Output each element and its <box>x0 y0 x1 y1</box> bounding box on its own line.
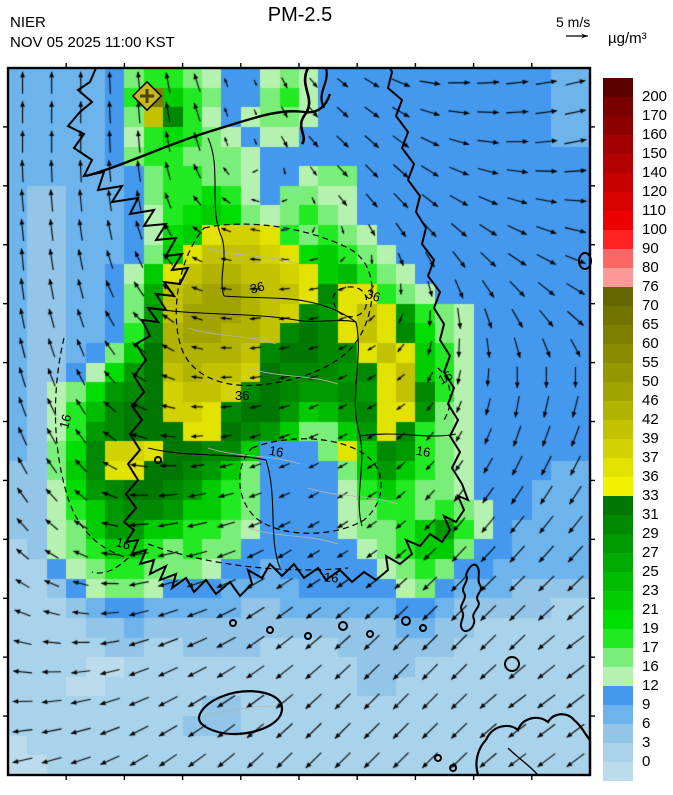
colorbar-segment <box>603 515 633 534</box>
colorbar-tick-label: 3 <box>642 734 651 751</box>
colorbar-segment <box>603 705 633 724</box>
colorbar-segment <box>603 78 633 97</box>
colorbar: 200 170 160 150 140 120 110 100 90 80 76 70 65 60 55 50… <box>603 78 667 781</box>
colorbar-segment <box>603 553 633 572</box>
colorbar-tick-label: 17 <box>642 639 659 656</box>
colorbar-segment <box>603 306 633 325</box>
colorbar-segment <box>603 439 633 458</box>
colorbar-segment <box>603 268 633 287</box>
colorbar-segment <box>603 116 633 135</box>
colorbar-segment <box>603 192 633 211</box>
colorbar-tick-label: 46 <box>642 392 659 409</box>
colorbar-segment <box>603 743 633 762</box>
province-boundaries <box>147 137 457 569</box>
colorbar-segment <box>603 230 633 249</box>
colorbar-tick-label: 19 <box>642 620 659 637</box>
colorbar-segment <box>603 572 633 591</box>
colorbar-tick-label: 160 <box>642 126 668 143</box>
colorbar-tick-label: 16 <box>642 658 659 675</box>
colorbar-tick-label: 0 <box>642 753 651 770</box>
colorbar-tick-label: 70 <box>642 297 659 314</box>
colorbar-segment <box>603 534 633 553</box>
colorbar-segment <box>603 211 633 230</box>
colorbar-segment <box>603 363 633 382</box>
colorbar-segment <box>603 287 633 306</box>
agency-label: NIER <box>10 14 46 31</box>
colorbar-segment <box>603 496 633 515</box>
colorbar-segment <box>603 724 633 743</box>
colorbar-segment <box>603 648 633 667</box>
colorbar-tick-label: 150 <box>642 145 668 162</box>
colorbar-segment <box>603 401 633 420</box>
colorbar-tick-label: 200 <box>642 88 668 105</box>
colorbar-tick-label: 50 <box>642 373 659 390</box>
colorbar-tick-label: 29 <box>642 525 659 542</box>
colorbar-segment <box>603 477 633 496</box>
colorbar-segment <box>603 97 633 116</box>
colorbar-segment <box>603 420 633 439</box>
colorbar-segment <box>603 610 633 629</box>
colorbar-tick-label: 110 <box>642 202 666 219</box>
colorbar-tick-label: 33 <box>642 487 659 504</box>
dashed-contours <box>54 223 451 574</box>
colorbar-tick-label: 37 <box>642 449 659 466</box>
colorbar-segment <box>603 173 633 192</box>
colorbar-tick-label: 55 <box>642 354 659 371</box>
colorbar-segment <box>603 762 633 781</box>
coastline-overlay <box>3 63 595 780</box>
colorbar-tick-label: 31 <box>642 506 659 523</box>
colorbar-tick-label: 80 <box>642 259 659 276</box>
colorbar-tick-label: 6 <box>642 715 651 732</box>
colorbar-segment <box>603 249 633 268</box>
timestamp-label: NOV 05 2025 11:00 KST <box>10 34 175 51</box>
colorbar-segment <box>603 382 633 401</box>
coastline-paths <box>66 67 592 776</box>
colorbar-tick-label: 90 <box>642 240 659 257</box>
colorbar-tick-label: 100 <box>642 221 668 238</box>
colorbar-segment <box>603 135 633 154</box>
colorbar-segment <box>603 591 633 610</box>
colorbar-tick-label: 36 <box>642 468 659 485</box>
colorbar-segment <box>603 344 633 363</box>
colorbar-tick-label: 25 <box>642 563 659 580</box>
colorbar-segment <box>603 686 633 705</box>
colorbar-segment <box>603 458 633 477</box>
wind-scale-arrow-icon <box>566 33 588 39</box>
contour-value-label: 16 <box>414 442 432 461</box>
colorbar-tick-label: 170 <box>642 107 668 124</box>
colorbar-tick-label: 9 <box>642 696 651 713</box>
colorbar-tick-label: 12 <box>642 677 659 694</box>
colorbar-tick-label: 65 <box>642 316 659 333</box>
contour-value-label: 16 <box>323 569 340 586</box>
colorbar-segment <box>603 154 633 173</box>
colorbar-tick-label: 39 <box>642 430 659 447</box>
contour-value-label: 36 <box>235 388 250 403</box>
colorbar-tick-label: 120 <box>642 183 668 200</box>
colorbar-tick-label: 21 <box>642 601 659 618</box>
colorbar-tick-label: 76 <box>642 278 659 295</box>
colorbar-tick-label: 42 <box>642 411 659 428</box>
unit-label: µg/m³ <box>608 30 647 47</box>
colorbar-tick-label: 140 <box>642 164 668 181</box>
colorbar-segment <box>603 325 633 344</box>
contour-value-label: 16 <box>267 442 285 461</box>
page-title: PM-2.5 <box>267 4 333 26</box>
concentration-raster <box>8 68 590 775</box>
map-panel: 36 36 36 16 16 16 16 16 16 <box>3 63 595 780</box>
map-frame <box>3 63 595 780</box>
colorbar-segment <box>603 629 633 648</box>
station-marker-icon <box>131 80 163 112</box>
colorbar-segment <box>603 667 633 686</box>
wind-scale-label: 5 m/s <box>556 14 591 30</box>
colorbar-tick-label: 60 <box>642 335 659 352</box>
colorbar-tick-label: 23 <box>642 582 659 599</box>
colorbar-tick-label: 27 <box>642 544 659 561</box>
county-boundaries <box>187 247 399 717</box>
